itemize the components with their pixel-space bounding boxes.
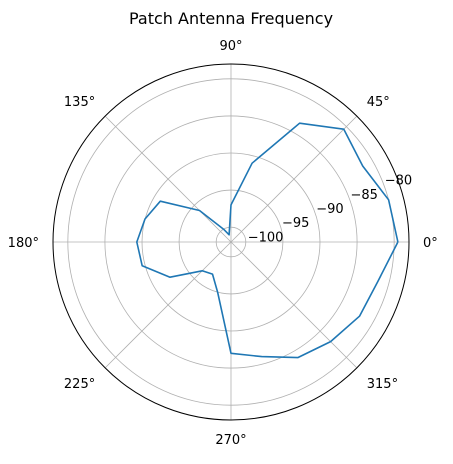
theta-tick-label: 180° <box>8 236 39 251</box>
tick-labels: 0° 45° 90° 135° 180° 225° 270° 315° −100−95 −90 −8… <box>8 39 438 448</box>
r-tick-label: −90 <box>316 202 343 217</box>
theta-tick-label: 315° <box>367 377 398 392</box>
theta-tick-label: 135° <box>64 95 95 110</box>
theta-tick-label: 225° <box>64 377 95 392</box>
r-tick-label: −95 <box>282 216 309 231</box>
theta-tick-label: 90° <box>219 39 242 54</box>
polar-frame <box>52 63 410 421</box>
polar-grid <box>52 63 410 421</box>
theta-grid-line <box>104 115 232 243</box>
r-tick-label: −85 <box>350 188 377 203</box>
r-tick-label: −100 <box>248 230 284 245</box>
chart-title: Patch Antenna Frequency <box>129 9 333 28</box>
theta-grid-line <box>104 241 232 369</box>
r-tick-label: −80 <box>385 174 412 189</box>
series-layer <box>136 122 399 359</box>
theta-tick-label: 45° <box>367 95 390 110</box>
theta-grid-line <box>230 115 358 243</box>
theta-grid-line <box>230 241 358 369</box>
theta-tick-label: 0° <box>423 236 438 251</box>
theta-tick-label: 270° <box>215 433 246 448</box>
